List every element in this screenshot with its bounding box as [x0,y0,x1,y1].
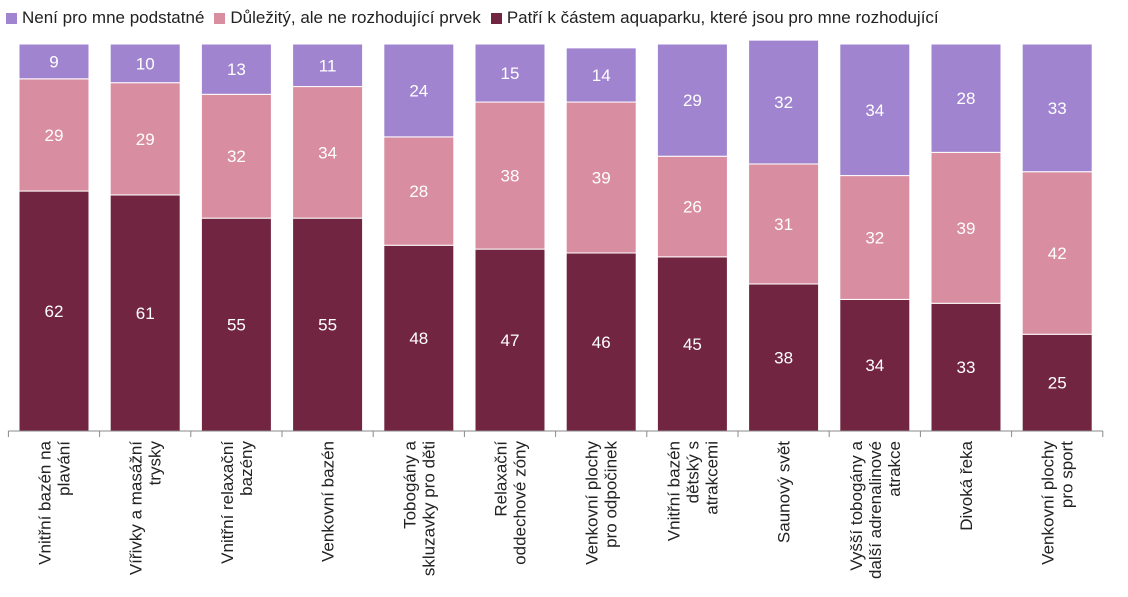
category-label-3: Vnitřní relaxačníbazény [218,441,256,564]
bar-segment-3-2 [109,43,181,84]
bar-segment-3-5 [383,43,455,138]
category-label-1: Vnitřní bazén naplavání [36,440,74,564]
legend-item-decisive: Patří k částem aquaparku, které jsou pro… [490,8,939,28]
legend-label-important: Důležitý, ale ne rozhodující prvek [230,8,481,27]
bar-segment-2-3 [200,93,272,219]
data-label-1-10: 34 [865,356,884,375]
data-label-1-6: 47 [501,331,520,350]
data-label-1-7: 46 [592,333,611,352]
bar-segment-3-9 [748,39,820,165]
data-label-1-4: 55 [318,316,337,335]
legend-label-not-important: Není pro mne podstatné [22,8,205,27]
category-label-4: Venkovní bazén [319,441,338,562]
category-label-2: Vířivky a masážnítrysky [127,441,165,576]
data-label-3-5: 24 [409,81,428,100]
category-label-9: Saunový svět [775,441,794,543]
data-label-3-3: 13 [227,60,246,79]
data-label-2-5: 28 [409,182,428,201]
bar-segment-1-11 [930,302,1002,432]
data-label-1-5: 48 [409,329,428,348]
bar-segment-1-10 [839,298,911,432]
data-label-2-3: 32 [227,147,246,166]
bar-segment-2-8 [656,155,728,258]
bar-segment-2-9 [748,163,820,285]
legend: Není pro mne podstatné Důležitý, ale ne … [6,6,949,30]
bar-segment-1-2 [109,194,181,432]
bar-segment-2-1 [18,78,90,192]
data-label-1-9: 38 [774,348,793,367]
data-label-3-4: 11 [319,56,337,75]
bar-segment-3-7 [565,47,637,103]
data-label-2-7: 39 [592,169,611,188]
bar-segment-1-4 [292,217,364,432]
legend-swatch-not-important [6,12,17,24]
data-label-1-12: 25 [1048,374,1067,393]
data-label-3-10: 34 [865,101,884,120]
data-label-2-11: 39 [957,219,976,238]
data-label-3-1: 9 [49,52,58,71]
data-label-2-8: 26 [683,198,702,217]
bar-segment-1-8 [656,256,728,432]
bar-segment-3-6 [474,43,546,103]
data-label-2-12: 42 [1048,244,1067,263]
legend-item-not-important: Není pro mne podstatné [6,8,204,28]
category-label-12: Venkovní plochypro sport [1039,441,1077,565]
bar-segment-3-11 [930,43,1002,153]
bar-segment-1-5 [383,244,455,432]
bar-segment-2-12 [1021,171,1093,335]
bar-segment-2-10 [839,175,911,300]
category-label-7: Venkovní plochypro odpočinek [583,441,621,565]
data-label-3-2: 10 [136,54,155,73]
category-label-11: Divoká řeka [957,440,976,530]
bar-segment-3-4 [292,43,364,88]
data-label-2-9: 31 [774,215,793,234]
category-label-10: Vyšší tobogány adalší adrenalinovéatrakc… [847,440,904,579]
bar-segment-1-9 [748,283,820,432]
data-label-3-7: 14 [592,66,611,85]
bar-segment-1-6 [474,248,546,432]
bar-segment-3-10 [839,43,911,177]
data-label-1-11: 33 [957,358,976,377]
category-label-5: Tobogány askluzavky pro děti [400,440,438,576]
legend-swatch-important [214,12,226,24]
bar-segment-3-8 [656,43,728,157]
data-label-2-6: 38 [501,167,520,186]
bar-segment-3-12 [1021,43,1093,173]
category-label-6: Relaxačníoddechové zóny [492,441,530,565]
legend-item-important: Důležitý, ale ne rozhodující prvek [214,8,481,28]
bar-segment-2-6 [474,101,546,250]
data-label-3-8: 29 [683,91,702,110]
data-label-2-4: 34 [318,143,337,162]
data-label-3-9: 32 [774,93,793,112]
data-label-1-3: 55 [227,316,246,335]
data-label-2-10: 32 [865,229,884,248]
data-label-2-1: 29 [45,126,64,145]
bar-segment-1-12 [1021,333,1093,432]
legend-label-decisive: Patří k částem aquaparku, které jsou pro… [506,8,939,27]
data-label-3-12: 33 [1048,99,1067,118]
data-label-2-2: 29 [136,130,155,149]
bar-segment-3-3 [200,43,272,95]
data-label-1-2: 61 [136,304,155,323]
bar-segment-3-1 [18,43,90,80]
legend-swatch-decisive [490,12,502,24]
bar-segment-2-11 [930,151,1002,304]
bar-segment-1-7 [565,252,637,432]
data-label-3-11: 28 [957,89,976,108]
bar-segment-2-2 [109,82,181,196]
data-label-3-6: 15 [501,64,520,83]
category-label-8: Vnitřní bazéndětský satrakcemi [664,441,721,541]
data-label-1-1: 62 [45,302,64,321]
bar-segment-2-7 [565,101,637,254]
data-label-1-8: 45 [683,335,702,354]
